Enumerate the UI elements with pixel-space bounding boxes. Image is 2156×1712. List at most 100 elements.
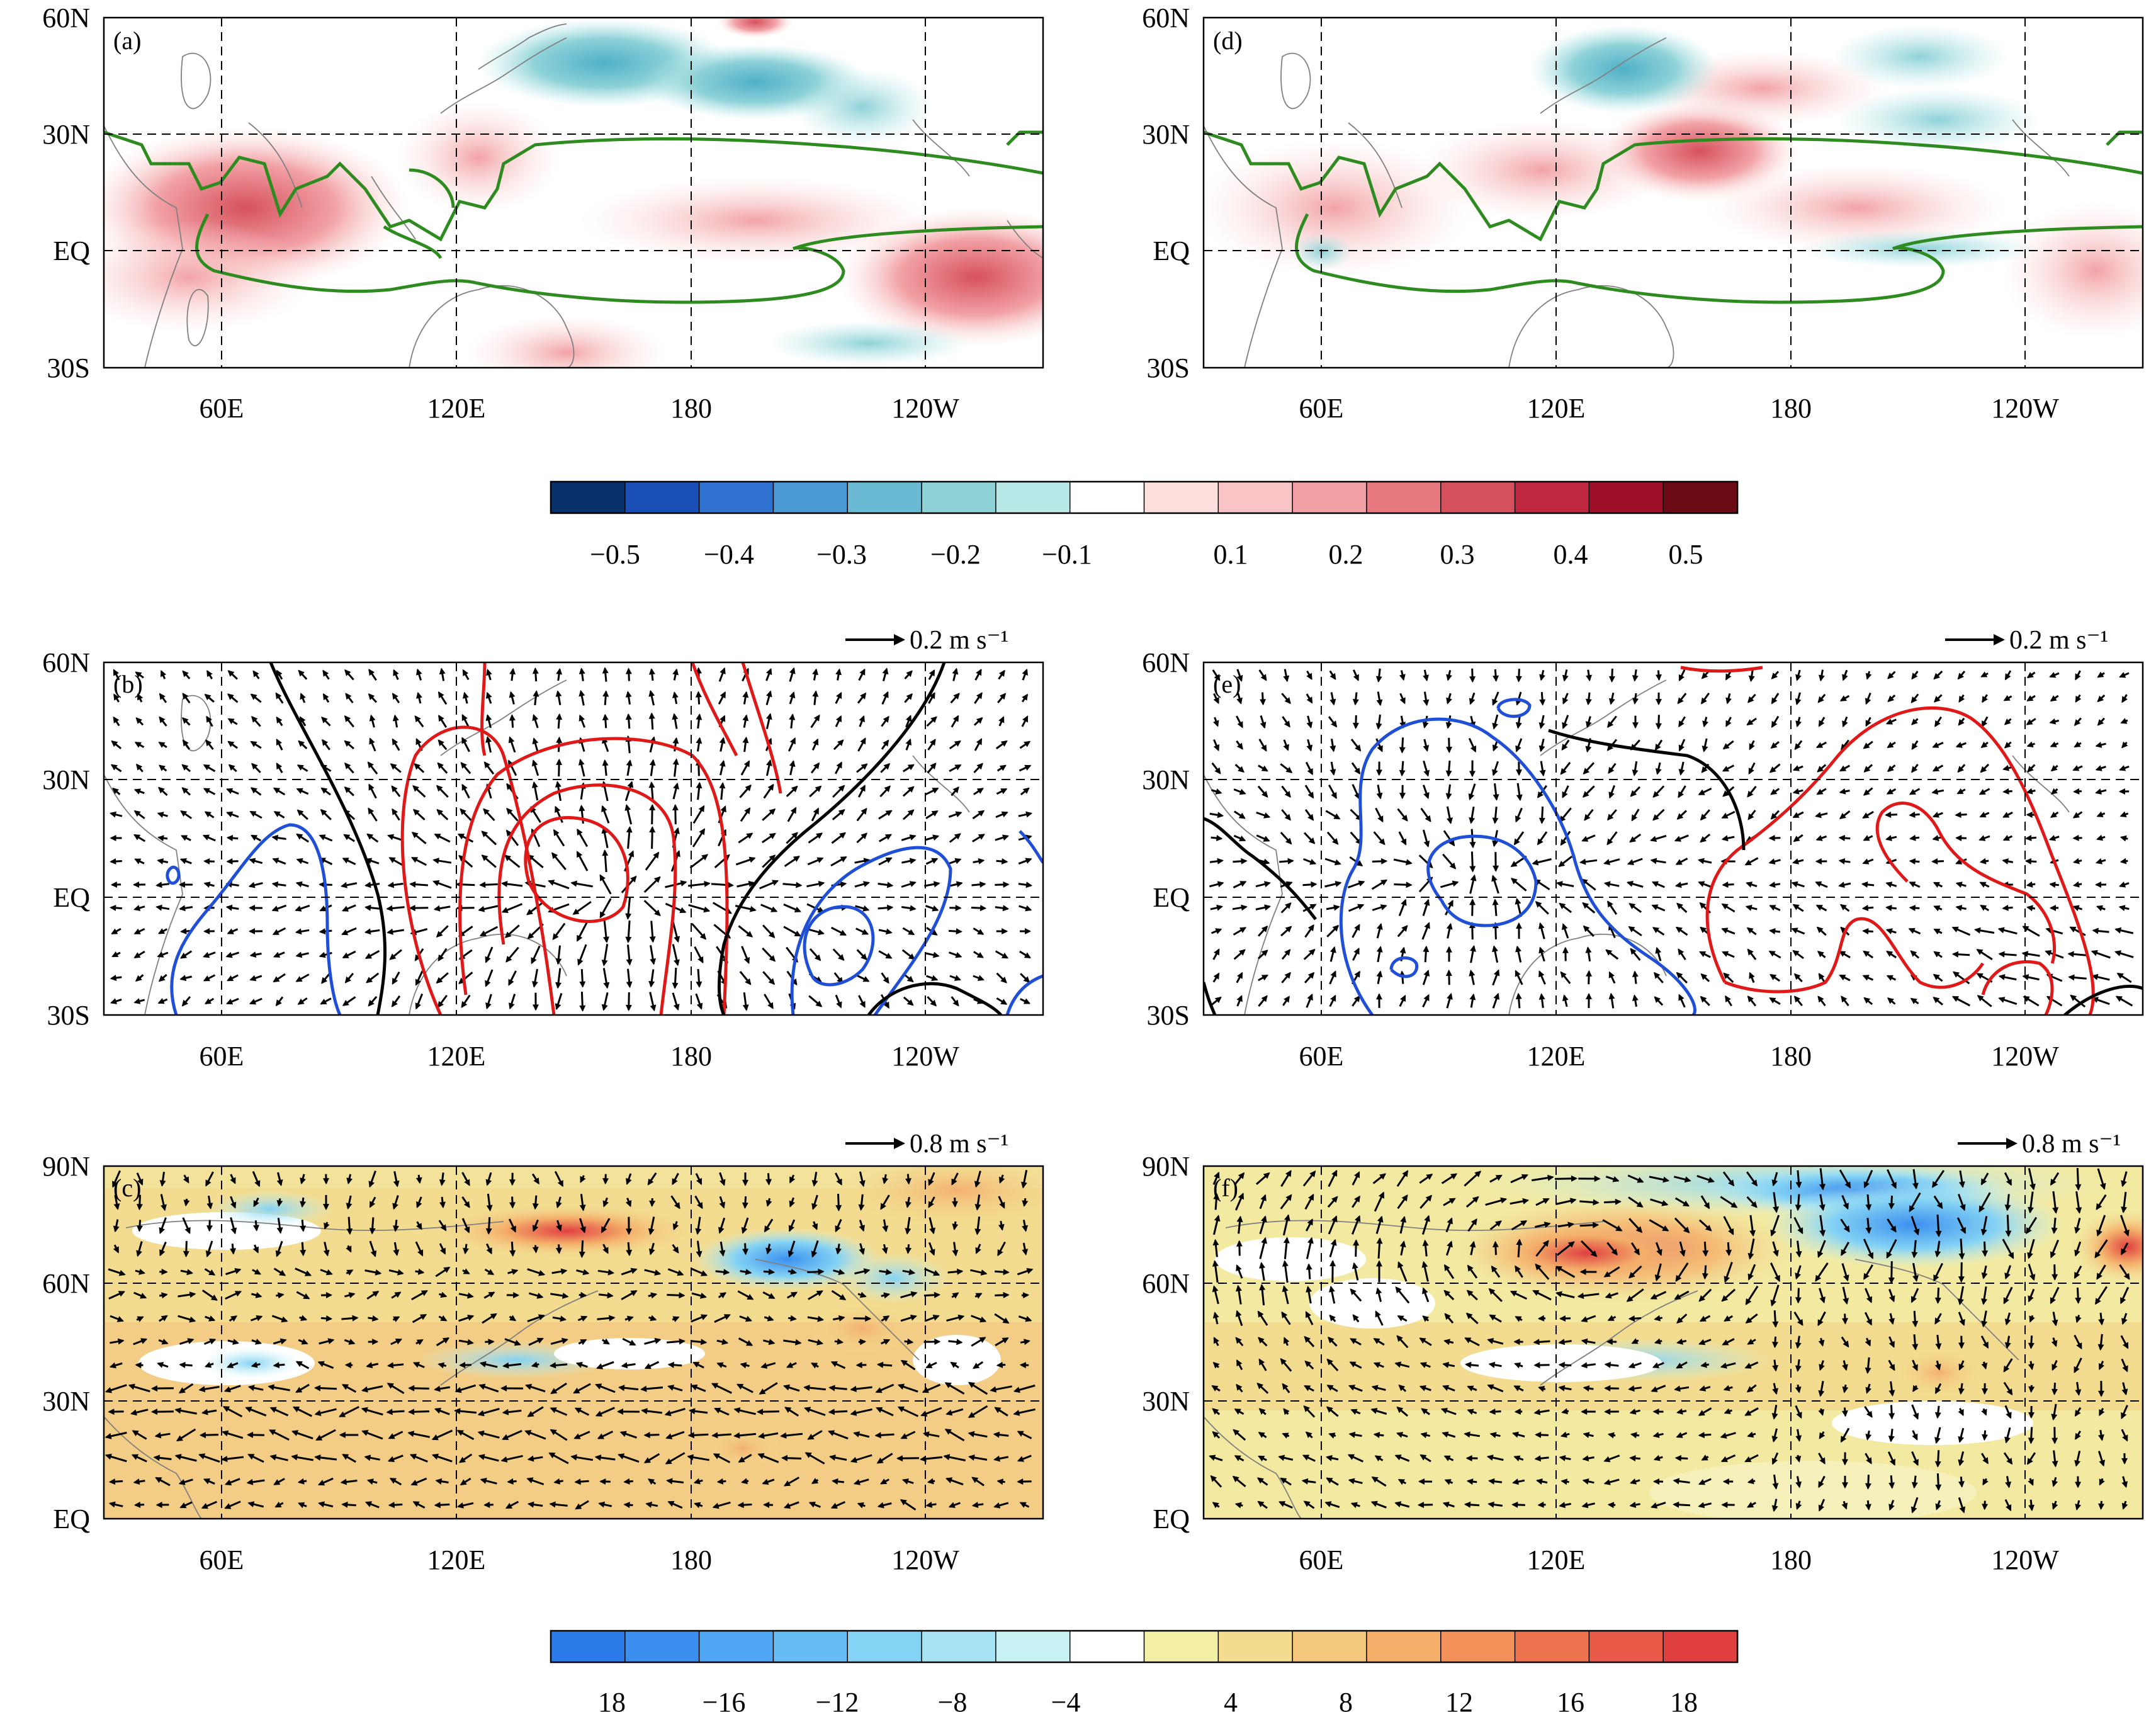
wind-vector-head [1770, 1229, 1776, 1237]
wind-vector-head [1024, 1339, 1030, 1346]
wind-vector-head [795, 1339, 802, 1346]
wind-vector-head [932, 951, 940, 958]
wind-vector-head [176, 1435, 183, 1441]
wind-vector-head [431, 1434, 439, 1441]
wind-vector-head [672, 1178, 678, 1186]
wind-vector-head [2095, 742, 2102, 748]
wind-vector-head [1538, 745, 1545, 752]
wind-vector-head [1793, 836, 1800, 842]
wind-vector-head [1887, 742, 1894, 748]
reference-vector-label: 0.2 m s⁻¹ [910, 626, 1008, 655]
wind-vector-head [794, 931, 801, 937]
wind-vector-head [1238, 1193, 1244, 1200]
wind-vector-head [369, 714, 376, 722]
wind-vector-head [2028, 1478, 2034, 1486]
wind-vector-head [1399, 697, 1406, 705]
wind-vector-head [626, 1177, 632, 1185]
wind-vector-head [1935, 1343, 1942, 1350]
panel-f-y-tick: 30N [1142, 1386, 1190, 1417]
wind-vector-head [835, 668, 842, 676]
wind-vector-head [1888, 1341, 1895, 1348]
wind-vector-head [463, 691, 469, 699]
wind-vector-head [526, 1477, 534, 1483]
wind-vector-head [1958, 1388, 1965, 1395]
wind-vector-head [828, 1409, 835, 1415]
wind-vector-head [1397, 1479, 1405, 1485]
colorbar-top-label: 0.2 [1329, 539, 1363, 570]
wind-vector-head [1376, 1237, 1383, 1244]
wind-vector-head [1000, 999, 1008, 1005]
wind-vector-head [598, 1501, 606, 1508]
wind-vector-head [602, 1247, 609, 1254]
wind-vector-head [818, 881, 825, 887]
wind-vector-head [955, 905, 962, 911]
wind-vector-head [1955, 882, 1963, 888]
wind-vector-head [1698, 1432, 1705, 1439]
wind-vector-head [1982, 1434, 1988, 1441]
wind-vector-head [674, 936, 680, 943]
wind-vector-head [255, 1339, 262, 1345]
wind-vector-head [108, 1409, 115, 1415]
colorbar-top-label: 0.5 [1669, 539, 1703, 570]
wind-vector-head [1445, 793, 1452, 800]
wind-vector-head [509, 667, 516, 675]
wind-vector-head [1843, 1341, 1849, 1348]
wind-vector-head [2005, 1230, 2012, 1237]
wind-vector-head [703, 906, 711, 913]
wind-vector-head [1516, 794, 1523, 802]
wind-vector-head [818, 929, 825, 936]
wind-vector-head [1301, 1478, 1309, 1485]
wind-vector-head [1867, 1252, 1873, 1259]
wind-vector-head [1933, 905, 1941, 912]
wind-vector-head [952, 715, 959, 722]
wind-vector-head [784, 1407, 792, 1413]
wind-vector-head [2123, 1273, 2130, 1280]
wind-vector-head [1026, 1267, 1034, 1274]
wind-vector-head [1770, 1300, 1776, 1307]
wind-vector-head [181, 835, 188, 841]
wind-vector-head [1467, 1264, 1474, 1272]
wind-vector-head [1442, 1385, 1450, 1392]
wind-vector-head [227, 670, 235, 677]
wind-vector-head [1703, 1202, 1710, 1210]
wind-vector-head [392, 738, 398, 745]
wind-vector-head [1326, 1358, 1333, 1366]
wind-vector-head [1979, 858, 1987, 865]
wind-vector-head [648, 668, 655, 675]
panel-e-contours [1204, 666, 2143, 1015]
wind-vector-head [762, 1478, 769, 1485]
wind-vector-head [1467, 1385, 1474, 1392]
wind-vector-head [577, 851, 583, 858]
wind-vector-head [896, 1455, 903, 1462]
wind-vector-head [412, 1501, 420, 1507]
wind-vector-head [364, 904, 371, 911]
wind-vector-head [488, 1339, 495, 1346]
wind-vector-head [1423, 699, 1430, 706]
wind-vector-head [1771, 1505, 1778, 1512]
wind-vector-head [1469, 993, 1476, 1001]
wind-vector-head [769, 832, 776, 839]
wind-vector-head [577, 828, 583, 836]
wind-vector-head [292, 1407, 300, 1412]
wind-vector-head [161, 1268, 168, 1275]
wind-vector-head [2074, 741, 2081, 747]
wind-vector-head [1981, 1409, 1987, 1416]
wind-vector-head [1493, 675, 1499, 682]
wind-vector-head [1722, 1339, 1729, 1346]
panel-f-x-tick: 60E [1299, 1545, 1344, 1575]
wind-vector-head [1604, 1385, 1611, 1392]
wind-vector-head [625, 713, 632, 720]
wind-vector-head [1819, 674, 1825, 682]
wind-vector-head [737, 1383, 744, 1390]
wind-vector-head [1536, 1478, 1543, 1485]
wind-vector-head [650, 1292, 658, 1299]
wind-vector-head [929, 1227, 935, 1235]
wind-vector-head [1674, 882, 1682, 888]
wind-vector-head [1469, 842, 1476, 849]
wind-vector-head [1376, 993, 1382, 1000]
wind-vector-head [297, 999, 305, 1005]
wind-vector-head [1935, 1503, 1941, 1511]
wind-vector-head [1261, 995, 1268, 1002]
wind-vector-head [883, 691, 889, 698]
wind-vector-head [1285, 1194, 1292, 1201]
